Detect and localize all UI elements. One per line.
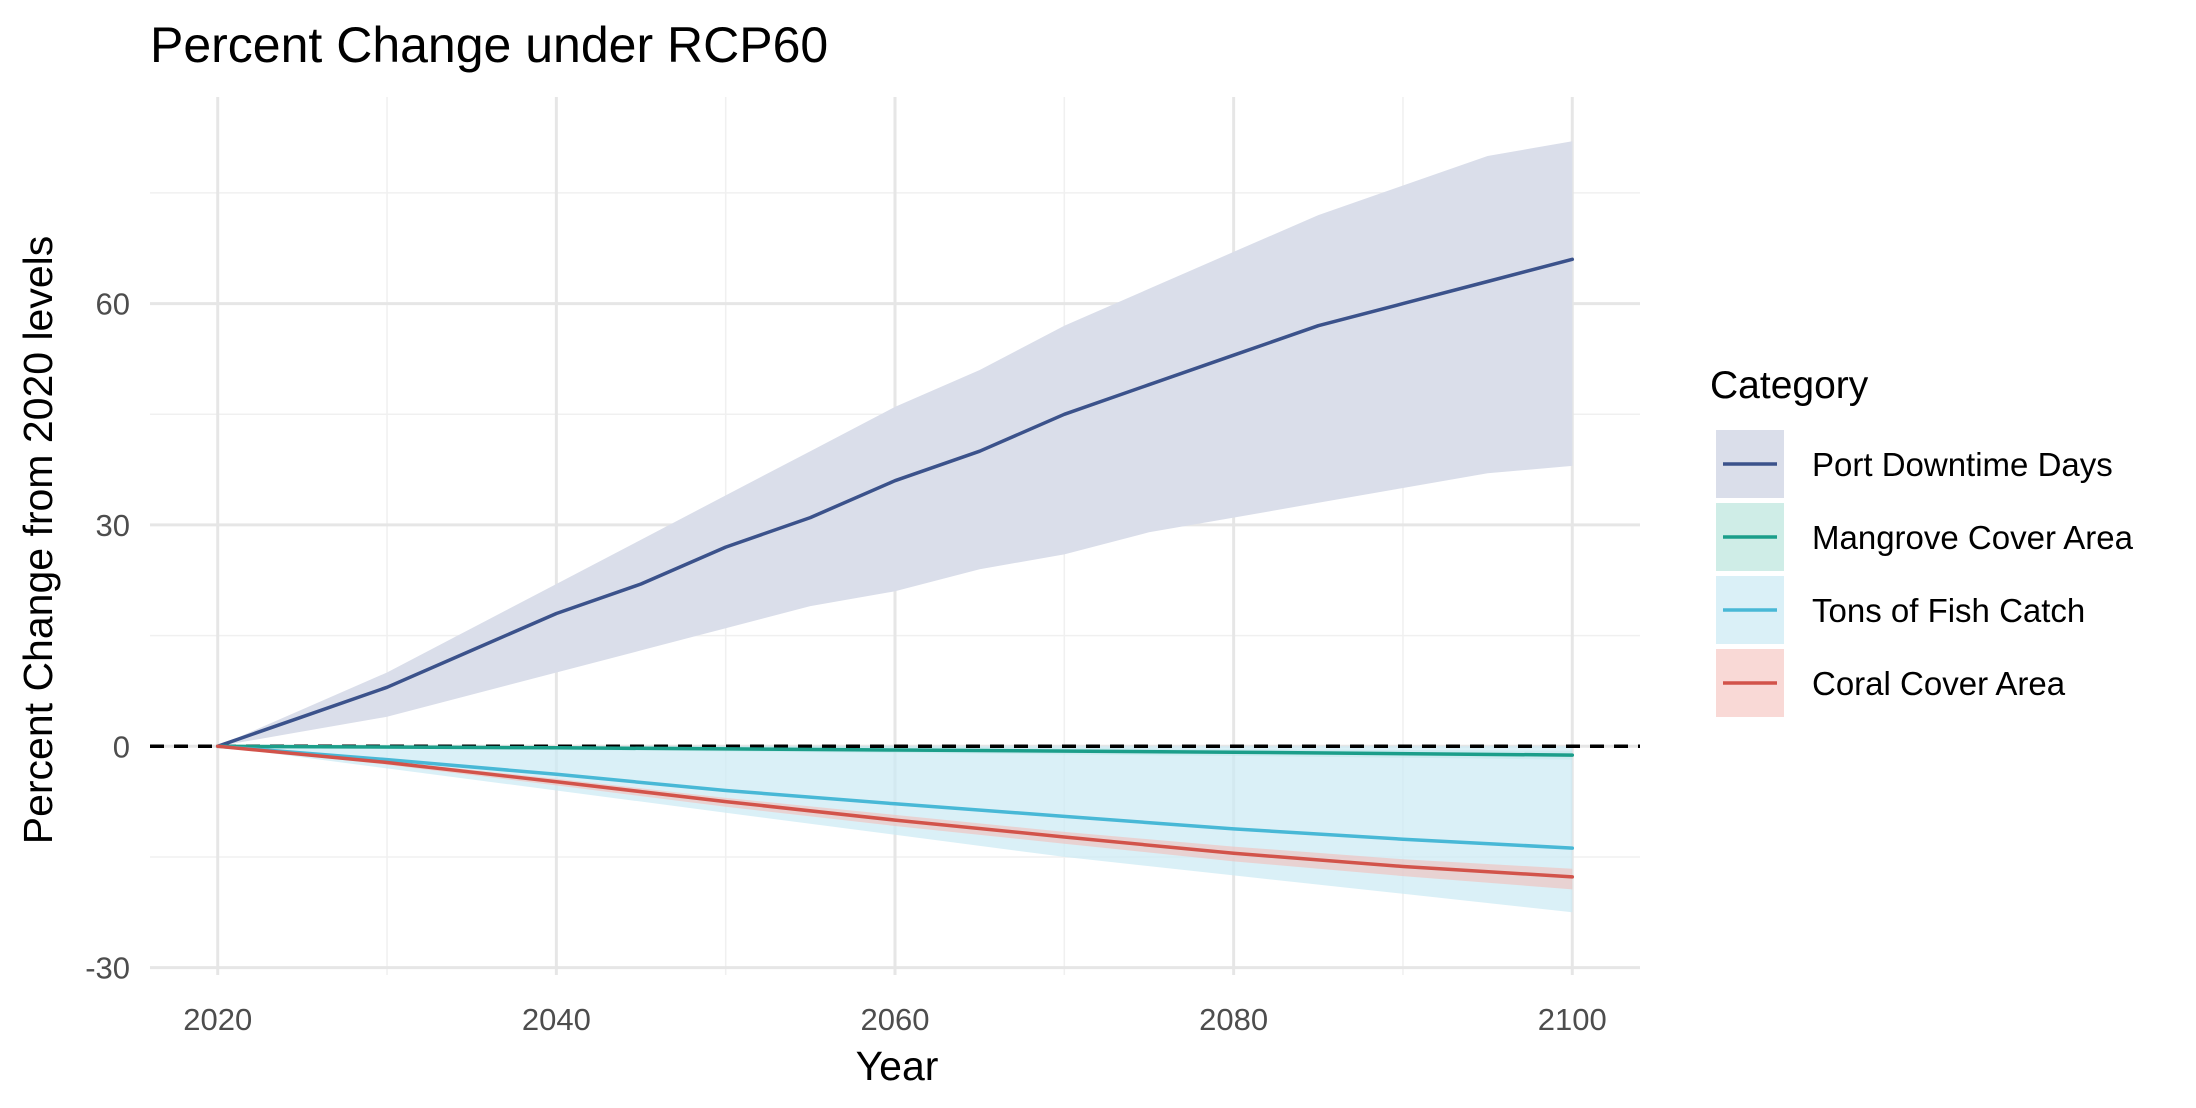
line-port-downtime-days	[215, 257, 1575, 749]
legend-item: Tons of Fish Catch	[1716, 576, 2085, 644]
legend-title: Category	[1710, 364, 1869, 407]
legend-label: Coral Cover Area	[1812, 665, 2066, 702]
line-mangrove-cover-area	[215, 744, 1575, 757]
ribbon-tons-of-fish-catch	[217, 746, 1573, 913]
legend-item: Port Downtime Days	[1716, 430, 2113, 498]
legend: Category Port Downtime Days Mangrove Cove…	[1710, 364, 2134, 717]
y-tick-label: 0	[113, 729, 130, 764]
legend-label: Port Downtime Days	[1812, 446, 2113, 483]
legend-label: Tons of Fish Catch	[1812, 592, 2085, 629]
legend-items: Port Downtime Days Mangrove Cover Area Ton…	[1716, 430, 2134, 717]
x-tick-label: 2080	[1199, 1002, 1268, 1037]
legend-item: Mangrove Cover Area	[1716, 503, 2134, 571]
x-tick-label: 2040	[522, 1002, 591, 1037]
x-tick-label: 2020	[183, 1002, 252, 1037]
legend-label: Mangrove Cover Area	[1812, 519, 2134, 556]
x-tick-label: 2100	[1538, 1002, 1607, 1037]
y-tick-label: -30	[85, 951, 130, 986]
line-coral-cover-area	[215, 744, 1575, 879]
chart-title: Percent Change under RCP60	[150, 17, 828, 73]
y-axis-title: Percent Change from 2020 levels	[15, 236, 61, 845]
x-axis-title: Year	[856, 1043, 939, 1089]
y-tick-label: 30	[96, 508, 130, 543]
legend-item: Coral Cover Area	[1716, 649, 2066, 717]
tick-labels: 2020 2040 2060 2080 2100 -30 0 30 60	[85, 287, 1607, 1037]
y-tick-label: 60	[96, 287, 130, 322]
line-tons-of-fish-catch	[215, 744, 1575, 850]
x-tick-label: 2060	[861, 1002, 930, 1037]
series-lines	[215, 257, 1575, 879]
ribbon-port-downtime-days	[217, 141, 1573, 747]
